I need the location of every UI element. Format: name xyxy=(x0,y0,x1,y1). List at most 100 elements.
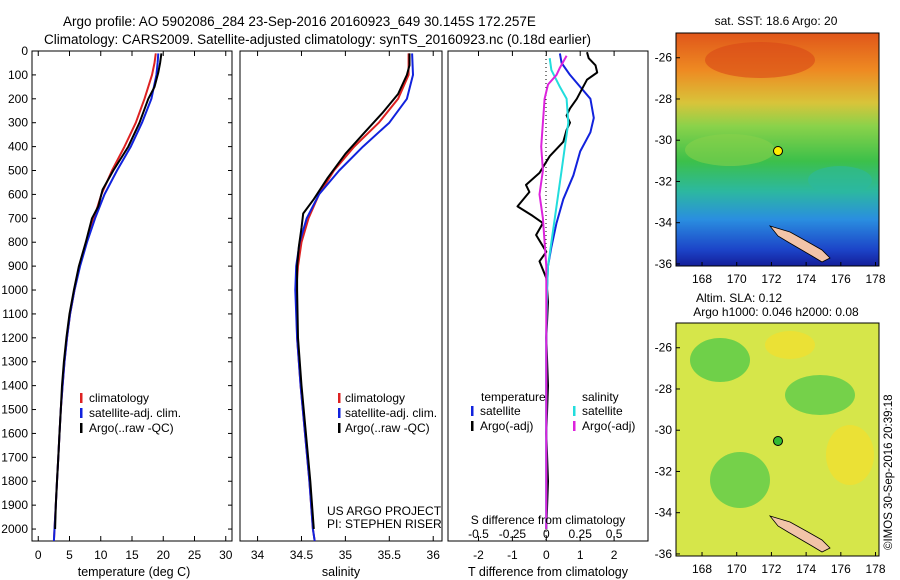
map-x-tick-label: 176 xyxy=(831,562,851,576)
top-tick-label: 0.5 xyxy=(606,527,623,541)
imos-credit: ©IMOS 30-Sep-2016 20:39:18 xyxy=(883,394,895,550)
map-x-tick-label: 172 xyxy=(761,272,781,286)
depth-tick-label: 200 xyxy=(8,92,28,106)
legend-label-s-satellite: satellite xyxy=(582,404,623,418)
x-tick-label: 20 xyxy=(157,548,171,562)
sst-map: sat. SST: 18.6 Argo: 20 168 170 172 174 176 1… xyxy=(655,14,886,286)
salinity-xlabel: salinity xyxy=(322,565,361,579)
legend-label-climatology: climatology xyxy=(345,391,405,405)
legend-label-t-argo: Argo(-adj) xyxy=(480,419,533,433)
temperature-legend: climatology satellite-adj. clim. Argo(..… xyxy=(80,391,181,435)
x-tick-label: 34.5 xyxy=(290,548,314,562)
legend-swatch-t-satellite xyxy=(471,406,474,416)
legend-title-temperature: temperature xyxy=(481,390,546,404)
salinity-panel: 34 34.5 35 35.5 36 salinity climatology sate… xyxy=(239,50,443,579)
legend-swatch-climatology xyxy=(338,393,341,403)
map-x-tick-label: 174 xyxy=(796,562,816,576)
salinity-lines xyxy=(294,53,414,542)
map-y-tick-label: -36 xyxy=(655,257,673,271)
legend-swatch-climatology xyxy=(80,393,83,403)
depth-tick-label: 600 xyxy=(8,187,28,201)
legend-swatch-satellite xyxy=(80,408,83,418)
legend-swatch-s-argo xyxy=(573,421,576,431)
map-x-tick-label: 170 xyxy=(727,272,747,286)
map-y-tick-label: -34 xyxy=(655,506,673,520)
x-tick-label: 15 xyxy=(125,548,139,562)
legend-label-s-argo: Argo(-adj) xyxy=(582,419,635,433)
sla-map-title-line2: Argo h1000: 0.046 h2000: 0.08 xyxy=(693,305,859,319)
depth-tick-label: 1700 xyxy=(1,450,28,464)
legend-swatch-argo xyxy=(338,423,341,433)
x-tick-label: 10 xyxy=(94,548,108,562)
x-tick-label: 1 xyxy=(577,548,584,562)
temperature-lines xyxy=(52,53,163,542)
map-y-tick-label: -32 xyxy=(655,464,673,478)
difference-panel: -2 -1 0 1 2 -0.5 -0.25 0 0.25 0.5 S difference f… xyxy=(447,50,649,579)
sst-map-frame xyxy=(675,32,880,267)
depth-tick-label: 1900 xyxy=(1,498,28,512)
sla-map-frame xyxy=(675,322,880,557)
depth-tick-label: 2000 xyxy=(1,522,28,536)
salinity-x-ticks: 34 34.5 35 35.5 36 xyxy=(251,51,440,562)
sst-map-x-ticks: 168 170 172 174 176 178 xyxy=(692,262,886,286)
difference-lines xyxy=(516,51,599,530)
depth-tick-label: 400 xyxy=(8,140,28,154)
temperature-axes xyxy=(31,50,233,542)
salinity-legend: climatology satellite-adj. clim. Argo(..… xyxy=(338,391,437,435)
series-line-argo-raw-qc- xyxy=(54,53,163,530)
sst-map-title: sat. SST: 18.6 Argo: 20 xyxy=(715,14,838,28)
top-tick-label: -0.5 xyxy=(468,527,489,541)
map-x-tick-label: 168 xyxy=(692,562,712,576)
map-x-tick-label: 174 xyxy=(796,272,816,286)
sst-warm-patch xyxy=(705,42,815,78)
depth-tick-label: 1300 xyxy=(1,355,28,369)
legend-title-salinity: salinity xyxy=(582,390,619,404)
map-x-tick-label: 170 xyxy=(727,562,747,576)
depth-tick-label: 1800 xyxy=(1,474,28,488)
legend-swatch-satellite xyxy=(338,408,341,418)
x-tick-label: -1 xyxy=(507,548,518,562)
credit-pi: PI: STEPHEN RISER xyxy=(327,517,442,531)
map-y-tick-label: -30 xyxy=(655,423,673,437)
map-y-tick-label: -28 xyxy=(655,92,673,106)
new-zealand-landmass xyxy=(768,515,831,553)
x-tick-label: 0 xyxy=(35,548,42,562)
sla-map-y-ticks: -26 -28 -30 -32 -34 -36 xyxy=(655,341,680,561)
sst-cyan-patch xyxy=(808,166,872,194)
difference-top-ticks: -0.5 -0.25 0 0.25 0.5 xyxy=(468,527,623,541)
depth-tick-label: 0 xyxy=(21,44,28,58)
top-tick-label: 0 xyxy=(543,527,550,541)
x-tick-label: 35 xyxy=(339,548,353,562)
depth-tick-label: 1500 xyxy=(1,403,28,417)
depth-tick-label: 300 xyxy=(8,116,28,130)
legend-label-satellite: satellite-adj. clim. xyxy=(89,406,181,420)
depth-tick-label: 1400 xyxy=(1,379,28,393)
depth-tick-label: 1100 xyxy=(2,307,28,321)
map-y-tick-label: -34 xyxy=(655,216,673,230)
map-x-tick-label: 178 xyxy=(866,272,886,286)
float-position-marker xyxy=(773,436,783,446)
x-tick-label: 35.5 xyxy=(378,548,402,562)
depth-tick-label: 1200 xyxy=(1,331,28,345)
map-y-tick-label: -28 xyxy=(655,382,673,396)
depth-tick-label: 700 xyxy=(8,211,28,225)
map-x-tick-label: 172 xyxy=(761,562,781,576)
map-x-tick-label: 168 xyxy=(692,272,712,286)
legend-swatch-t-argo xyxy=(471,421,474,431)
header-subtitle: Climatology: CARS2009. Satellite-adjuste… xyxy=(44,32,591,47)
depth-tick-label: 900 xyxy=(8,259,28,273)
sla-green-patch xyxy=(785,375,855,415)
map-x-tick-label: 178 xyxy=(866,562,886,576)
sla-yellow-patch xyxy=(826,425,874,485)
top-tick-label: -0.25 xyxy=(499,527,527,541)
temperature-x-ticks: 0 5 10 15 20 25 30 xyxy=(35,51,233,562)
map-y-tick-label: -26 xyxy=(655,341,673,355)
sla-green-patch xyxy=(690,338,750,382)
sla-green-patch xyxy=(710,452,770,508)
sla-map-title-line1: Altim. SLA: 0.12 xyxy=(696,291,782,305)
depth-tick-label: 800 xyxy=(8,235,28,249)
credit-project: US ARGO PROJECT xyxy=(327,504,442,518)
series-line-salinity-argo-adj- xyxy=(538,55,568,529)
header-title: Argo profile: AO 5902086_284 23-Sep-2016… xyxy=(63,14,536,29)
